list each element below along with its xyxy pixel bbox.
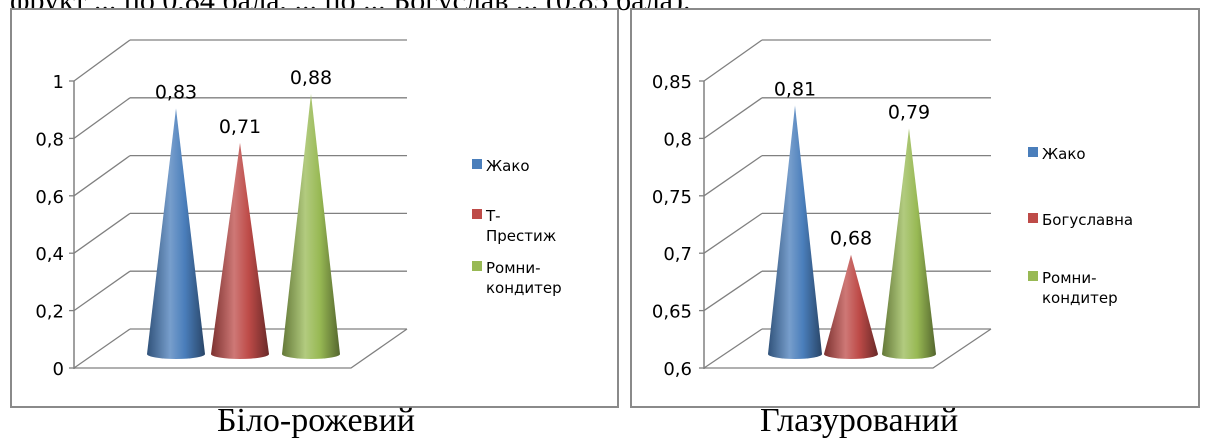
- legend-item: Богуславна: [1028, 210, 1133, 230]
- chart-panel-white-pink: 0 0,2 0,4 0,6 0,8 1 0,83 0,71 0,88 Жако Т-Престиж…: [10, 8, 619, 408]
- data-label: 0,83: [155, 81, 197, 103]
- legend-swatch: [1028, 213, 1038, 223]
- legend-item: Жако: [472, 156, 530, 176]
- floor-outline: [74, 328, 408, 369]
- y-tick-label: 0,65: [652, 302, 692, 323]
- legend-swatch: [472, 209, 482, 219]
- data-label: 0,81: [774, 78, 816, 100]
- y-tick-label: 0,7: [663, 244, 692, 265]
- legend-item: Т-Престиж: [472, 206, 556, 246]
- y-tick-label: 0,6: [663, 359, 692, 380]
- cone-bar: [768, 105, 822, 359]
- floor-outline: [704, 328, 992, 369]
- cone-bar: [282, 93, 340, 360]
- gridline: [703, 39, 991, 82]
- gridline: [73, 97, 407, 139]
- y-tick-label: 0,85: [652, 72, 692, 93]
- cone-bar: [211, 142, 269, 359]
- cone-bar: [824, 254, 878, 359]
- gridline: [703, 97, 991, 139]
- legend-label: Богуславна: [1042, 211, 1134, 229]
- legend-label: Жако: [486, 157, 530, 175]
- cone-bar: [882, 128, 936, 359]
- y-tick-label: 0,8: [35, 129, 64, 150]
- gridline: [703, 154, 991, 197]
- gridline: [73, 39, 407, 82]
- y-tick-label: 1: [53, 72, 64, 93]
- chart-right-svg: 0,6 0,65 0,7 0,75 0,8 0,85 0,81 0,68 0,79: [652, 39, 992, 380]
- legend-label: Жако: [1042, 145, 1086, 163]
- chart-panel-glazed: 0,6 0,65 0,7 0,75 0,8 0,85 0,81 0,68 0,79 Жако Бо…: [630, 8, 1200, 408]
- y-tick-label: 0,6: [35, 187, 64, 208]
- y-tick-label: 0,2: [35, 302, 64, 323]
- legend-label: Ромни-кондитер: [1042, 269, 1118, 307]
- chart-left-svg: 0 0,2 0,4 0,6 0,8 1 0,83 0,71 0,88: [35, 39, 408, 380]
- data-label: 0,88: [290, 67, 332, 89]
- legend-item: Ромни-кондитер: [1028, 268, 1118, 308]
- legend-swatch: [1028, 271, 1038, 281]
- y-tick-label: 0,8: [663, 129, 692, 150]
- legend-swatch: [472, 261, 482, 271]
- legend-label: Ромни-кондитер: [486, 259, 562, 297]
- legend-label: Т-Престиж: [486, 207, 557, 245]
- legend-swatch: [472, 159, 482, 169]
- legend-item: Жако: [1028, 144, 1086, 164]
- y-tick-label: 0,4: [35, 244, 64, 265]
- legend-item: Ромни-кондитер: [472, 258, 562, 298]
- data-label: 0,71: [219, 116, 261, 138]
- data-label: 0,68: [830, 228, 872, 250]
- legend-swatch: [1028, 147, 1038, 157]
- y-tick-label: 0: [53, 359, 64, 380]
- data-label: 0,79: [888, 101, 930, 123]
- caption-left: Біло-рожевий: [217, 402, 415, 439]
- y-tick-label: 0,75: [652, 187, 692, 208]
- cone-bar: [147, 108, 205, 359]
- caption-right: Глазурований: [760, 402, 959, 439]
